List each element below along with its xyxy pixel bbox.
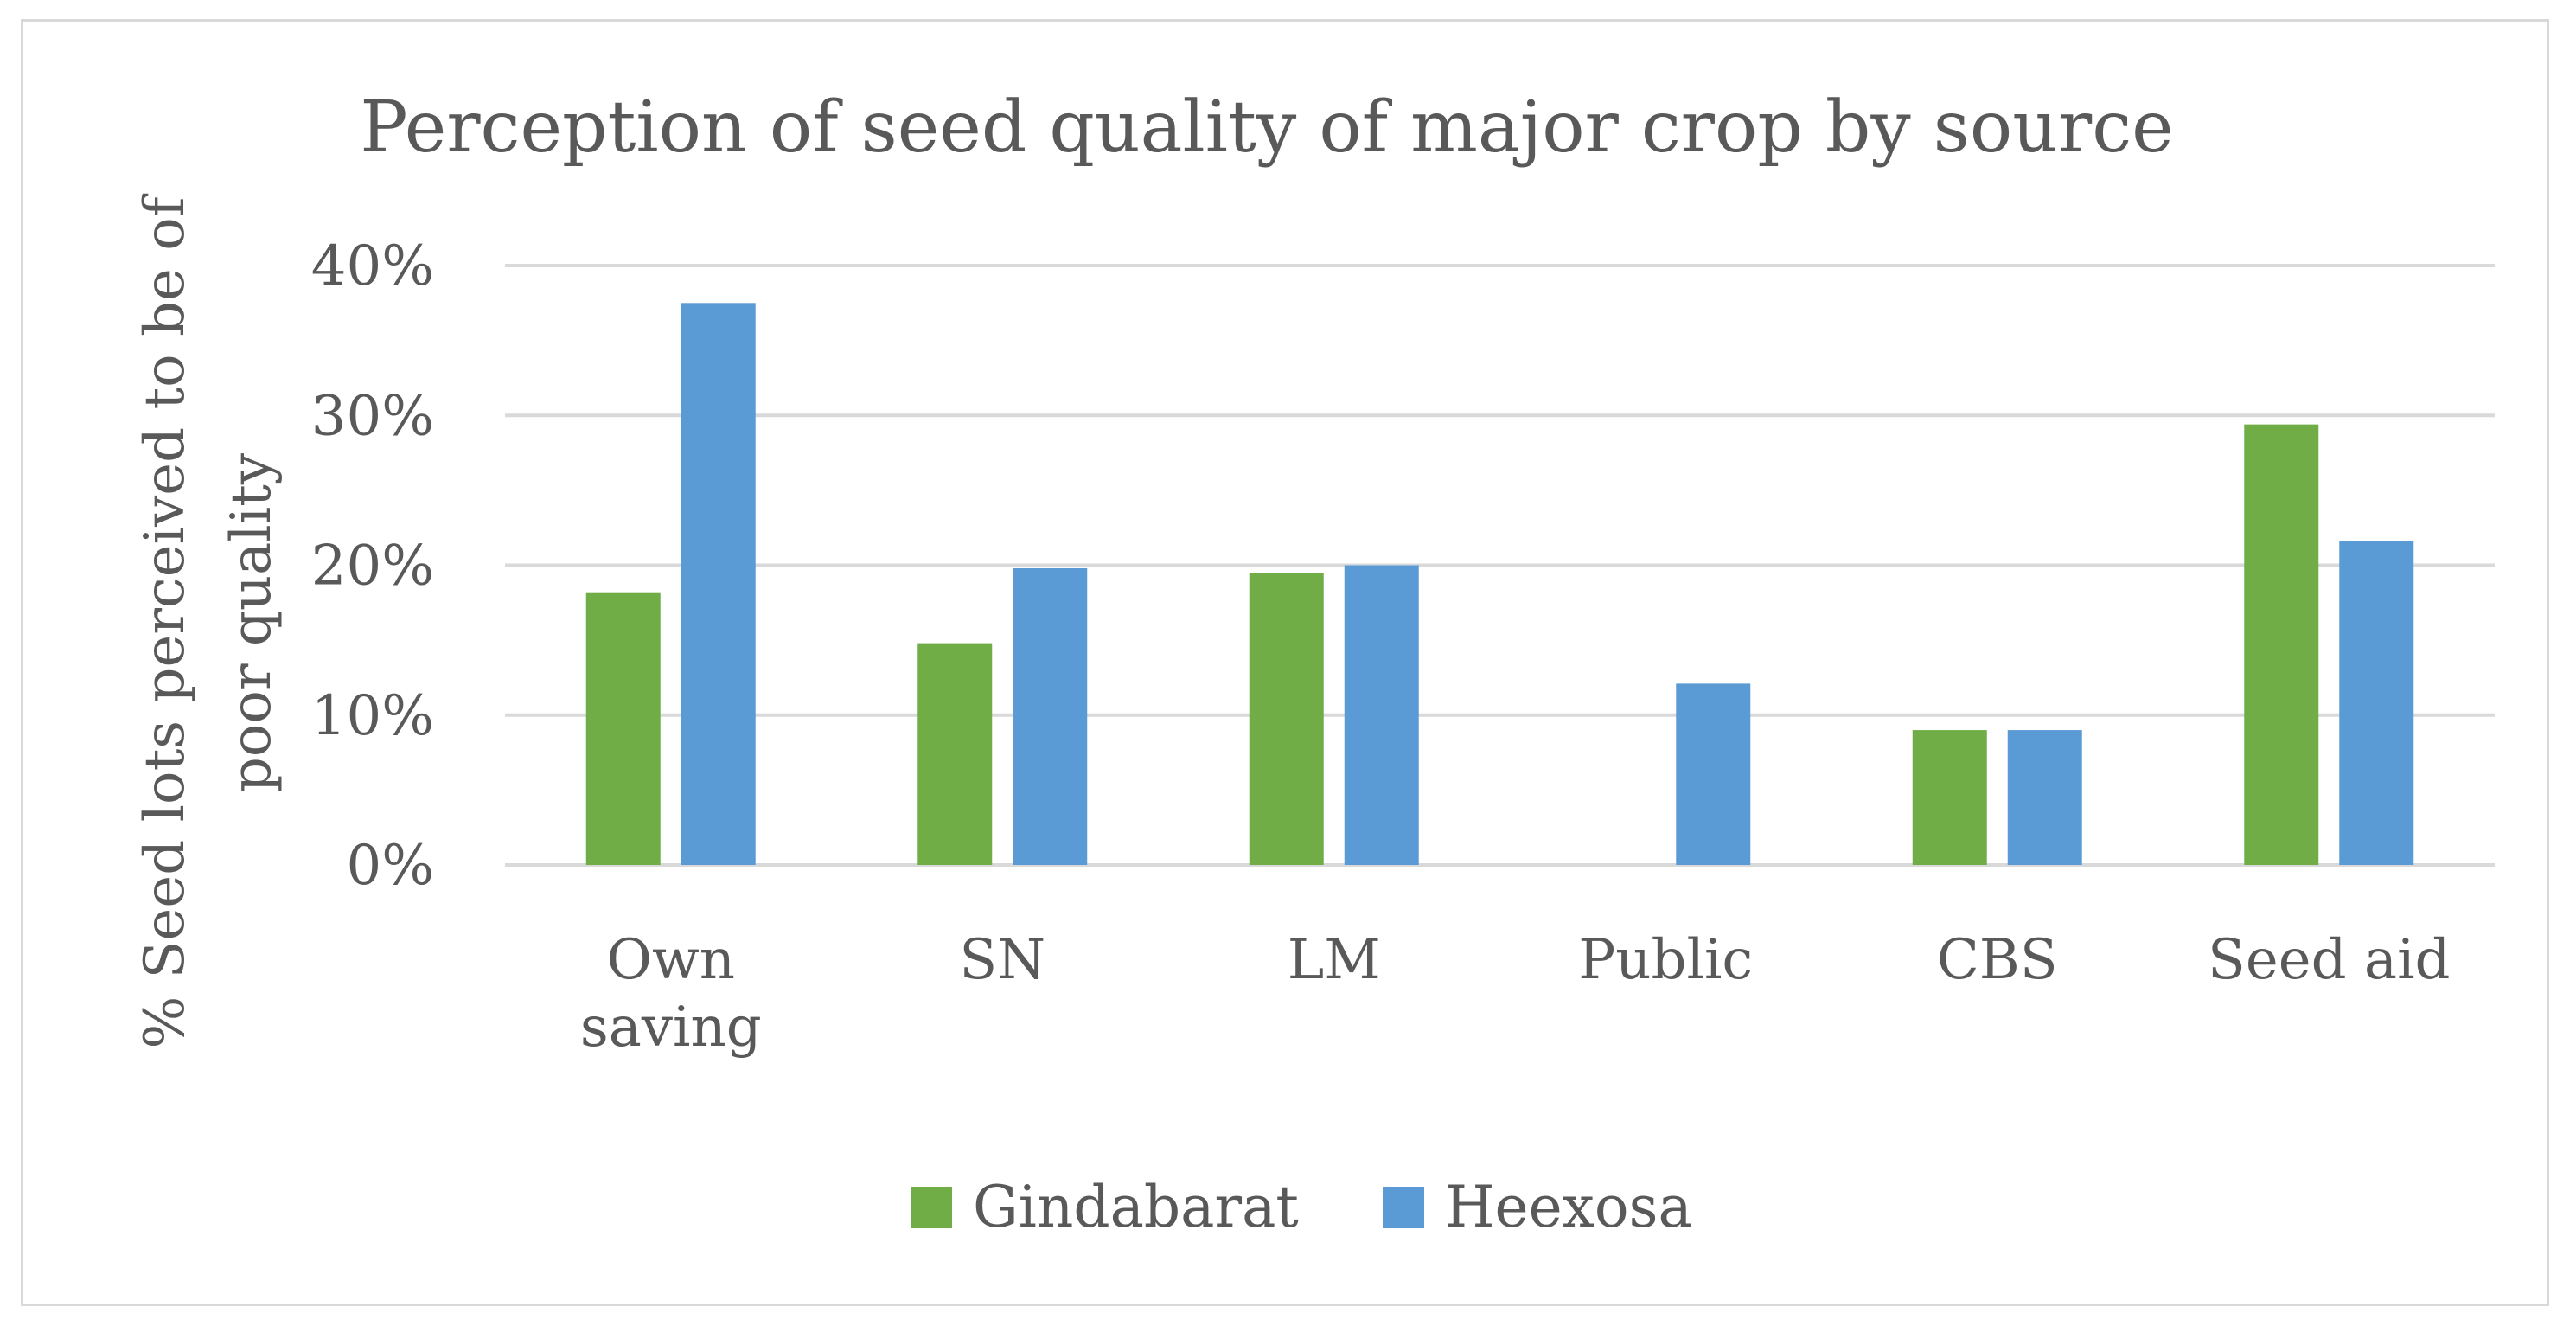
bar-heexosa-lm [1344, 565, 1419, 865]
y-tick-label: 20% [311, 535, 434, 599]
y-tick-label: 30% [311, 384, 434, 448]
legend-swatch-heexosa [1383, 1187, 1424, 1228]
legend-swatch-gindabarat [911, 1187, 952, 1228]
y-axis-title: % Seed lots perceived to be of poor qual… [133, 193, 284, 1048]
y-tick-label: 10% [311, 684, 434, 748]
legend-label-heexosa: Heexosa [1445, 1174, 1692, 1240]
x-tick-label: Seed aid [2208, 928, 2451, 992]
y-tick-label: 0% [346, 834, 434, 898]
legend: Gindabarat Heexosa [911, 1174, 1692, 1240]
chart-title: Perception of seed quality of major crop… [360, 86, 2173, 169]
bar-heexosa-public [1676, 683, 1751, 865]
x-tick-label: Own [607, 928, 735, 992]
y-axis-title-line-2: poor quality [220, 453, 284, 792]
y-tick-label: 40% [311, 234, 434, 298]
bar-heexosa-own-saving [681, 303, 756, 865]
x-tick-label: saving [580, 996, 762, 1060]
bar-layer [585, 303, 2414, 865]
bar-gindabarat-sn [917, 643, 993, 865]
bar-heexosa-sn [1013, 567, 1088, 865]
bar-gindabarat-seed-aid [2244, 424, 2319, 865]
x-tick-label: CBS [1937, 928, 2058, 992]
y-tick-labels: 0% 10% 20% 30% 40% [311, 234, 434, 898]
x-tick-label: Public [1578, 928, 1753, 992]
bar-heexosa-seed-aid [2339, 541, 2414, 865]
legend-label-gindabarat: Gindabarat [973, 1174, 1299, 1240]
chart-frame: Perception of seed quality of major crop… [21, 19, 2549, 1306]
bar-heexosa-cbs [2007, 730, 2082, 865]
grid-layer [505, 264, 2495, 867]
x-tick-label: LM [1288, 928, 1381, 992]
bar-gindabarat-lm [1249, 573, 1324, 865]
bar-gindabarat-own-saving [585, 592, 661, 865]
y-axis-title-line-1: % Seed lots perceived to be of [133, 193, 197, 1048]
x-tick-label: SN [959, 928, 1045, 992]
chart-svg: Perception of seed quality of major crop… [133, 86, 2495, 1240]
bar-gindabarat-cbs [1912, 730, 1987, 865]
